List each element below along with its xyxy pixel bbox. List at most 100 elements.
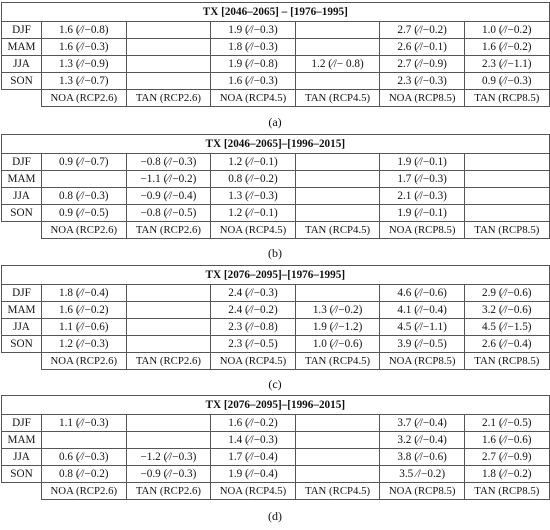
season-label: JJA (1, 187, 42, 205)
value-cell: 3.9 (⁄/−0.5) (379, 335, 465, 353)
value-cell: 1.6 (⁄/−0.8) (41, 21, 127, 39)
table-row: JJA 0.6 (⁄/−0.3) −1.2 (⁄/−0.3) 1.7 (⁄/−0.4)… (1, 448, 550, 466)
value-cell: 1.6 (⁄/−0.3) (41, 38, 127, 56)
value-cell: 1.6 (⁄/−0.3) (210, 72, 296, 90)
value-cell: 3.8 (⁄/−0.6) (379, 448, 465, 466)
corner-cell (1, 352, 42, 370)
value-cell: 1.6 (⁄/−0.2) (463, 38, 550, 56)
season-label: JJA (1, 55, 42, 73)
season-label: SON (1, 465, 42, 483)
value-cell: 2.3 (⁄/−0.5) (210, 335, 296, 353)
table-panel: TX [2046–2065]–[1996–2015] DJF 0.9 (⁄/−0.7… (0, 134, 550, 239)
season-label: DJF (1, 414, 42, 432)
table-title: TX [2076–2095]–[1996–2015] (1, 395, 550, 415)
column-header: TAN (RCP2.6) (125, 482, 212, 500)
value-cell (125, 21, 212, 39)
table-row: JJA 1.1 (⁄/−0.6) 2.3 (⁄/−0.8) 1.9 (⁄/−1.2) 4… (1, 318, 550, 336)
column-header: NOA (RCP2.6) (41, 89, 127, 107)
column-header: NOA (RCP2.6) (41, 221, 127, 239)
panel-caption: (d) (268, 509, 282, 523)
column-header-row: NOA (RCP2.6) TAN (RCP2.6) NOA (RCP4.5) TAN … (1, 482, 550, 500)
value-cell (294, 38, 381, 56)
value-cell: 2.6 (⁄/−0.4) (463, 335, 550, 353)
table-row: DJF 1.1 (⁄/−0.3) 1.6 (⁄/−0.2) 3.7 (⁄/−0.4) 2… (1, 414, 550, 432)
column-header: NOA (RCP8.5) (379, 221, 465, 239)
corner-cell (1, 221, 42, 239)
value-cell (294, 284, 381, 302)
value-cell (294, 448, 381, 466)
value-cell: 0.8 (⁄/−0.2) (41, 465, 127, 483)
value-cell: 1.2 (⁄/−0.1) (210, 204, 296, 222)
value-cell: 4.5 (⁄/−1.1) (379, 318, 465, 336)
value-cell: 3.2 (⁄/−0.4) (379, 431, 465, 449)
value-cell: 2.7 (⁄/−0.9) (379, 55, 465, 73)
value-cell (125, 284, 212, 302)
value-cell: 1.8 (⁄/−0.2) (463, 465, 550, 483)
table-row: SON 1.2 (⁄/−0.3) 2.3 (⁄/−0.5) 1.0 (⁄/−0.6) 3… (1, 335, 550, 353)
value-cell: 1.2 (⁄/− 0.8) (294, 55, 381, 73)
value-cell: 1.6 (⁄/−0.6) (463, 431, 550, 449)
season-label: JJA (1, 448, 42, 466)
value-cell: 1.8 (⁄/−0.3) (210, 38, 296, 56)
value-cell: 2.9 (⁄/−0.6) (463, 284, 550, 302)
value-cell: 1.0 (⁄/−0.6) (294, 335, 381, 353)
value-cell (294, 414, 381, 432)
panel-caption: (c) (268, 377, 282, 391)
value-cell: 0.8 (⁄/−0.3) (41, 187, 127, 205)
table-title: TX [2076–2095]–[1976–1995] (1, 265, 550, 285)
data-table: TX [2046–2065] – [1976–1995] DJF 1.6 (⁄/−0… (1, 2, 550, 107)
column-header: TAN (RCP4.5) (294, 221, 381, 239)
season-label: JJA (1, 318, 42, 336)
season-label: SON (1, 204, 42, 222)
column-header: TAN (RCP8.5) (463, 89, 550, 107)
table-panel: TX [2076–2095]–[1996–2015] DJF 1.1 (⁄/−0.3… (0, 395, 550, 500)
value-cell: 1.3 (⁄/−0.9) (41, 55, 127, 73)
value-cell: 0.9 (⁄/−0.3) (463, 72, 550, 90)
value-cell: 1.6 (⁄/−0.2) (41, 301, 127, 319)
column-header: NOA (RCP8.5) (379, 89, 465, 107)
column-header: TAN (RCP2.6) (125, 352, 212, 370)
column-header: TAN (RCP4.5) (294, 352, 381, 370)
panel-caption: (b) (268, 246, 282, 260)
value-cell (41, 170, 127, 188)
value-cell: −1.2 (⁄/−0.3) (125, 448, 212, 466)
value-cell (125, 55, 212, 73)
corner-cell (1, 482, 42, 500)
value-cell: 2.1 (⁄/−0.5) (463, 414, 550, 432)
value-cell: 2.7 (⁄/−0.2) (379, 21, 465, 39)
value-cell: 0.8 (⁄/−0.2) (210, 170, 296, 188)
table-title: TX [2046–2065] – [1976–1995] (1, 2, 550, 22)
value-cell (463, 153, 550, 171)
value-cell: 3.5 ⁄/−0.2) (379, 465, 465, 483)
column-header: TAN (RCP8.5) (463, 352, 550, 370)
value-cell: −0.9 (⁄/−0.4) (125, 187, 212, 205)
column-header-row: NOA (RCP2.6) TAN (RCP2.6) NOA (RCP4.5) TAN … (1, 89, 550, 107)
value-cell: −0.9 (⁄/−0.3) (125, 465, 212, 483)
value-cell: 1.3 (⁄/−0.3) (210, 187, 296, 205)
table-title: TX [2046–2065]–[1996–2015] (1, 134, 550, 154)
column-header: TAN (RCP2.6) (125, 89, 212, 107)
value-cell (294, 170, 381, 188)
value-cell: 1.9 (⁄/−0.1) (379, 153, 465, 171)
value-cell: 4.1 (⁄/−0.4) (379, 301, 465, 319)
value-cell (125, 72, 212, 90)
column-header: NOA (RCP4.5) (210, 482, 296, 500)
value-cell: 1.2 (⁄/−0.3) (41, 335, 127, 353)
value-cell: 0.9 (⁄/−0.5) (41, 204, 127, 222)
value-cell (463, 204, 550, 222)
value-cell: 1.3 (⁄/−0.7) (41, 72, 127, 90)
corner-cell (1, 89, 42, 107)
value-cell (125, 414, 212, 432)
value-cell: 2.4 (⁄/−0.2) (210, 301, 296, 319)
season-label: SON (1, 72, 42, 90)
value-cell: 2.3 (⁄/−1.1) (463, 55, 550, 73)
column-header-row: NOA (RCP2.6) TAN (RCP2.6) NOA (RCP4.5) TAN … (1, 221, 550, 239)
column-header: TAN (RCP8.5) (463, 221, 550, 239)
value-cell (125, 335, 212, 353)
season-label: DJF (1, 153, 42, 171)
table-row: DJF 0.9 (⁄/−0.7) −0.8 (⁄/−0.3) 1.2 (⁄/−0.1)… (1, 153, 550, 171)
value-cell: 1.8 (⁄/−0.4) (41, 284, 127, 302)
table-row: SON 0.8 (⁄/−0.2) −0.9 (⁄/−0.3) 1.9 (⁄/−0.4)… (1, 465, 550, 483)
table-row: JJA 0.8 (⁄/−0.3) −0.9 (⁄/−0.4) 1.3 (⁄/−0.3)… (1, 187, 550, 205)
value-cell: 2.7 (⁄/−0.9) (463, 448, 550, 466)
